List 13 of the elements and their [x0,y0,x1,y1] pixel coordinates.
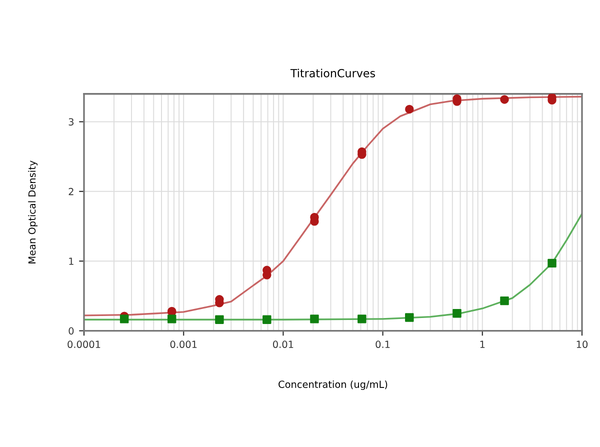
x-tick-label: 0.001 [170,340,197,348]
y-tick-label: 0 [68,327,74,335]
x-tick-label: 0.0001 [68,340,100,348]
x-tick-label: 0.1 [376,340,390,348]
y-tick-label: 3 [68,118,74,126]
y-tick-label: 1 [69,258,74,265]
x-tick-label: 1 [480,340,485,348]
y-axis-title: Mean Optical Density [28,160,38,264]
x-tick-label: 10 [576,340,588,348]
x-tick-label: 0.01 [273,340,294,348]
y-tick-label: 2 [68,188,74,196]
x-axis-title: Concentration (ug/mL) [278,380,388,390]
chart-title: TitrationCurves [290,68,376,78]
